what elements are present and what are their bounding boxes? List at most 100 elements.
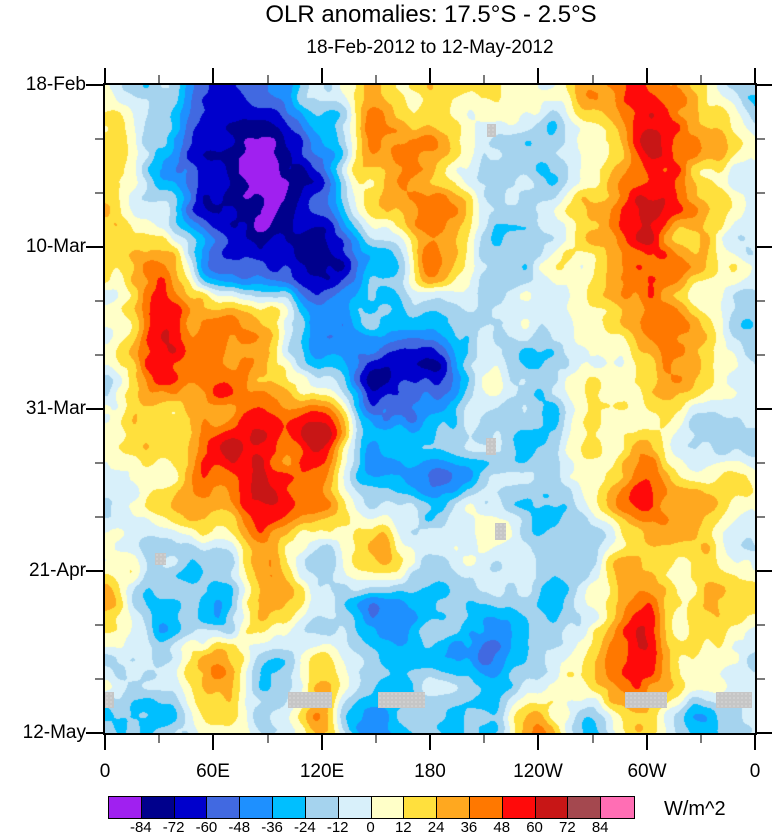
y-axis-minor-tick (95, 624, 103, 626)
missing-data-patch (625, 692, 667, 708)
y-axis-minor-tick (757, 624, 765, 626)
colorbar-tick-label: -24 (294, 819, 316, 836)
colorbar-tick-label: 84 (591, 819, 609, 836)
colorbar-cell (141, 797, 175, 818)
colorbar-cell (305, 797, 339, 818)
x-axis-major-tick (104, 68, 106, 83)
colorbar-tick-label: 72 (559, 819, 576, 836)
y-axis-minor-tick (757, 678, 765, 680)
colorbar-cell (601, 797, 634, 818)
y-axis-minor-tick (757, 462, 765, 464)
y-axis-minor-tick (95, 462, 103, 464)
hovmoller-heatmap-canvas (105, 85, 755, 733)
x-axis-major-tick (212, 735, 214, 750)
x-axis-minor-tick (267, 75, 269, 83)
y-axis-major-tick (86, 246, 103, 248)
x-axis-major-tick (646, 68, 648, 83)
y-axis-minor-tick (95, 516, 103, 518)
x-axis-tick-label: 60E (196, 761, 230, 782)
x-axis-minor-tick (375, 75, 377, 83)
x-axis-major-tick (212, 68, 214, 83)
colorbar-cell (502, 797, 536, 818)
colorbar-tick-label: -48 (228, 819, 251, 836)
y-axis-minor-tick (95, 138, 103, 140)
y-axis-minor-tick (95, 192, 103, 194)
x-axis-minor-tick (158, 735, 160, 743)
y-axis-minor-tick (95, 354, 103, 356)
y-axis-tick-label: 31-Mar (25, 398, 86, 419)
colorbar-tick-label: 24 (427, 819, 445, 836)
x-axis-minor-tick (483, 75, 485, 83)
y-axis-major-tick (86, 570, 103, 572)
colorbar-tick-label: -60 (195, 819, 218, 836)
y-axis-major-tick (757, 246, 772, 248)
y-axis-major-tick (86, 732, 103, 734)
colorbar-tick-label: -72 (162, 819, 185, 836)
x-axis-minor-tick (592, 75, 594, 83)
colorbar-tick-label: -36 (261, 819, 283, 836)
missing-data-patch (495, 523, 506, 540)
x-axis-major-tick (429, 735, 431, 750)
x-axis-minor-tick (375, 735, 377, 743)
colorbar-tick-label: 12 (394, 819, 412, 836)
colorbar-tick-label: 36 (460, 819, 478, 836)
x-axis-major-tick (104, 735, 106, 750)
missing-data-patch (105, 692, 114, 708)
chart-title: OLR anomalies: 17.5°S - 2.5°S (265, 1, 597, 28)
x-axis-minor-tick (267, 735, 269, 743)
colorbar-cell (240, 797, 274, 818)
colorbar-tick-label: 48 (493, 819, 511, 836)
x-axis-major-tick (754, 68, 756, 83)
y-axis-minor-tick (757, 354, 765, 356)
colorbar-cell (174, 797, 208, 818)
y-axis-minor-tick (757, 516, 765, 518)
y-axis-major-tick (757, 84, 772, 86)
x-axis-major-tick (537, 735, 539, 750)
colorbar-cell (338, 797, 372, 818)
x-axis-minor-tick (592, 735, 594, 743)
colorbar-tick-label: -84 (129, 819, 152, 836)
missing-data-patch (288, 692, 332, 708)
missing-data-patch (487, 124, 496, 137)
x-axis-minor-tick (483, 735, 485, 743)
x-axis-major-tick (321, 68, 323, 83)
x-axis-major-tick (754, 735, 756, 750)
y-axis-minor-tick (95, 678, 103, 680)
colorbar-cell (109, 797, 142, 818)
colorbar-cell (437, 797, 470, 818)
colorbar-tick-label: 0 (366, 819, 375, 836)
colorbar-cell (535, 797, 569, 818)
x-axis-tick-label: 120E (299, 761, 345, 782)
x-axis-tick-label: 0 (749, 761, 761, 782)
colorbar-tick-label: -12 (326, 819, 349, 836)
x-axis-major-tick (537, 68, 539, 83)
colorbar-units-label: W/m^2 (664, 798, 726, 820)
y-axis-minor-tick (757, 192, 765, 194)
x-axis-tick-label: 180 (414, 761, 446, 782)
missing-data-patch (378, 692, 425, 708)
colorbar-cell (469, 797, 503, 818)
x-axis-minor-tick (158, 75, 160, 83)
y-axis-minor-tick (95, 300, 103, 302)
y-axis-major-tick (757, 570, 772, 572)
y-axis-tick-label: 12-May (22, 722, 86, 743)
missing-data-patch (155, 553, 166, 565)
x-axis-major-tick (321, 735, 323, 750)
y-axis-tick-label: 21-Apr (28, 560, 86, 581)
x-axis-major-tick (429, 68, 431, 83)
x-axis-major-tick (646, 735, 648, 750)
y-axis-major-tick (757, 408, 772, 410)
colorbar-cell (371, 797, 405, 818)
y-axis-major-tick (757, 732, 772, 734)
x-axis-minor-tick (700, 735, 702, 743)
y-axis-tick-label: 18-Feb (25, 74, 86, 95)
y-axis-minor-tick (757, 300, 765, 302)
x-axis-tick-label: 0 (99, 761, 111, 782)
missing-data-patch (486, 438, 496, 455)
x-axis-tick-label: 60W (627, 761, 667, 782)
y-axis-tick-label: 10-Mar (25, 236, 86, 257)
x-axis-tick-label: 120W (513, 761, 563, 782)
y-axis-major-tick (86, 408, 103, 410)
x-axis-minor-tick (700, 75, 702, 83)
